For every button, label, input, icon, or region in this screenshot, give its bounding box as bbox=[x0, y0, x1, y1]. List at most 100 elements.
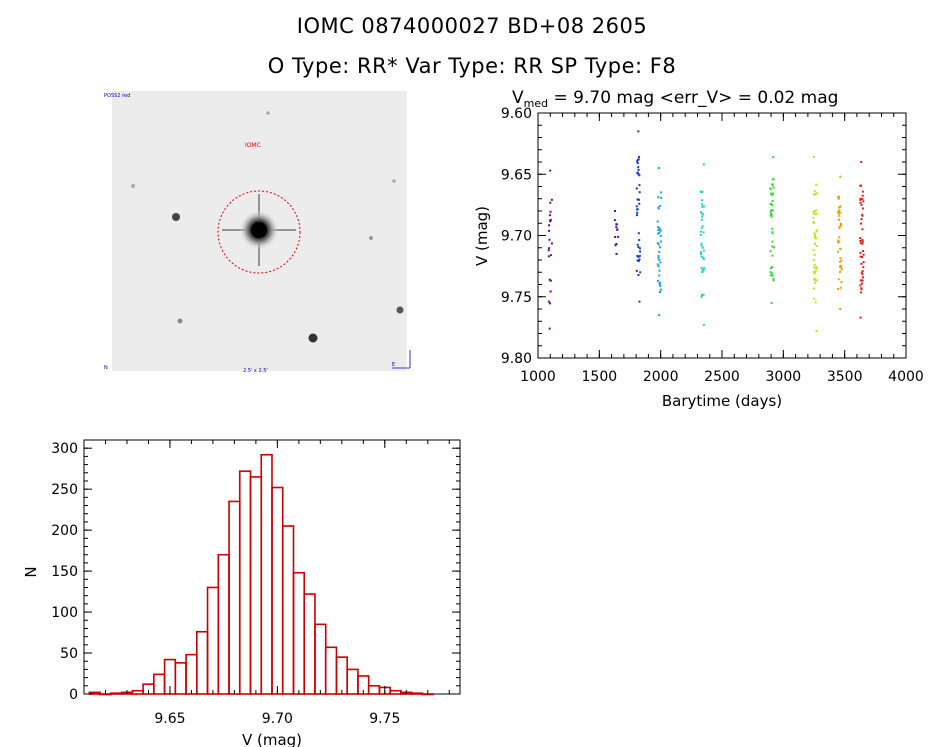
data-point bbox=[860, 222, 863, 225]
data-point bbox=[549, 201, 552, 204]
data-point bbox=[814, 213, 817, 216]
chart-subtitle: O Type: RR* Var Type: RR SP Type: F8 bbox=[267, 54, 677, 78]
data-point bbox=[836, 288, 839, 291]
data-point bbox=[702, 205, 705, 208]
data-point bbox=[861, 194, 864, 197]
data-point bbox=[659, 246, 662, 249]
data-point bbox=[861, 273, 864, 276]
data-point bbox=[771, 209, 774, 212]
data-point bbox=[837, 210, 840, 213]
data-point bbox=[813, 254, 816, 257]
data-point bbox=[700, 253, 703, 256]
data-point bbox=[548, 327, 551, 330]
data-point bbox=[548, 247, 551, 250]
data-point bbox=[659, 205, 662, 208]
data-point bbox=[639, 271, 642, 274]
data-point bbox=[838, 240, 841, 243]
data-point bbox=[859, 184, 862, 187]
data-point bbox=[839, 175, 842, 178]
finder-label-survey: POSS2 red bbox=[104, 93, 130, 99]
histogram-bar bbox=[88, 691, 101, 695]
data-point bbox=[635, 187, 638, 190]
data-point bbox=[815, 237, 818, 240]
data-point bbox=[702, 257, 705, 260]
y-tick-label: 9.65 bbox=[501, 167, 532, 183]
data-point bbox=[838, 195, 841, 198]
data-point bbox=[636, 162, 639, 165]
data-point bbox=[772, 156, 775, 159]
data-point bbox=[839, 222, 842, 225]
data-point bbox=[838, 225, 841, 228]
data-point bbox=[615, 226, 618, 229]
data-point bbox=[656, 220, 659, 223]
data-point bbox=[859, 242, 862, 245]
data-point bbox=[772, 279, 775, 282]
histogram-bar bbox=[389, 689, 402, 695]
data-point bbox=[771, 183, 774, 186]
data-point bbox=[838, 214, 841, 217]
x-tick-label: 1500 bbox=[582, 369, 618, 385]
data-point bbox=[636, 211, 639, 214]
data-point bbox=[636, 259, 639, 262]
x-tick-label: 9.75 bbox=[369, 711, 400, 727]
data-point bbox=[548, 238, 551, 241]
data-point bbox=[812, 193, 815, 196]
data-point bbox=[859, 255, 862, 258]
data-point bbox=[861, 276, 864, 279]
data-point bbox=[659, 229, 662, 232]
data-point bbox=[547, 249, 550, 252]
histogram-bar bbox=[153, 673, 166, 695]
data-point bbox=[771, 240, 774, 243]
histogram-bar bbox=[228, 500, 241, 695]
histogram-bar bbox=[206, 586, 220, 695]
data-point bbox=[770, 267, 773, 270]
data-point bbox=[839, 257, 842, 260]
data-point bbox=[771, 245, 774, 248]
data-point bbox=[700, 212, 703, 215]
data-point bbox=[770, 301, 773, 304]
data-point bbox=[547, 255, 550, 258]
data-point bbox=[636, 208, 639, 211]
data-point bbox=[814, 270, 817, 273]
data-point bbox=[861, 242, 864, 245]
field-star bbox=[131, 184, 135, 188]
data-point bbox=[838, 260, 841, 263]
data-point bbox=[771, 193, 774, 196]
data-point bbox=[813, 297, 816, 300]
data-point bbox=[614, 244, 617, 247]
data-point bbox=[837, 241, 840, 244]
data-point bbox=[815, 229, 818, 232]
data-point bbox=[660, 196, 663, 199]
data-point bbox=[861, 238, 864, 241]
data-point bbox=[815, 279, 818, 282]
data-point bbox=[837, 250, 840, 253]
histogram-bar bbox=[260, 453, 273, 695]
data-point bbox=[859, 251, 862, 254]
y-tick-label: 9.70 bbox=[501, 229, 532, 245]
data-point bbox=[812, 287, 815, 290]
data-point bbox=[657, 265, 660, 268]
y-tick-label: 300 bbox=[51, 441, 78, 457]
data-point bbox=[838, 236, 841, 239]
data-point bbox=[859, 316, 862, 319]
data-point bbox=[701, 268, 704, 271]
data-point bbox=[837, 239, 840, 242]
x-tick-label: 2500 bbox=[704, 369, 740, 385]
data-point bbox=[861, 228, 864, 231]
data-point bbox=[638, 258, 641, 261]
light-curve-title: Vmed = 9.70 mag <err_V> = 0.02 mag bbox=[512, 88, 838, 110]
data-point bbox=[861, 213, 864, 216]
data-point bbox=[701, 215, 704, 218]
finder-label-north: N bbox=[104, 365, 108, 371]
histogram-bar bbox=[271, 486, 284, 695]
histogram-bar bbox=[335, 656, 349, 695]
data-point bbox=[635, 214, 638, 217]
data-point bbox=[548, 224, 551, 227]
light-curve-ylabel: V (mag) bbox=[473, 206, 491, 266]
data-point bbox=[769, 274, 772, 277]
data-point bbox=[701, 205, 704, 208]
data-point bbox=[701, 190, 704, 193]
data-point bbox=[862, 266, 865, 269]
data-point bbox=[770, 215, 773, 218]
